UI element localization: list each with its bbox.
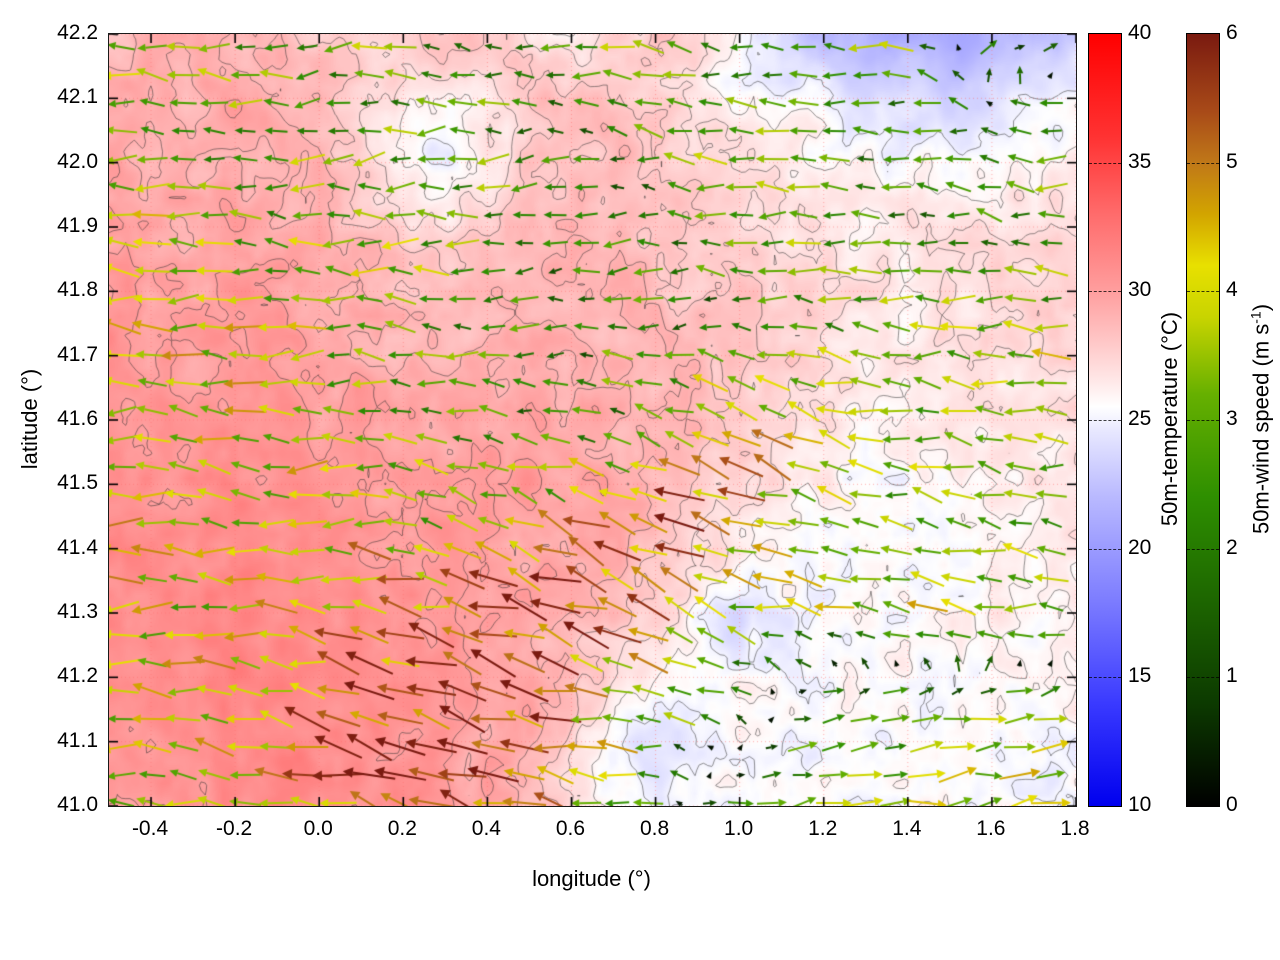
wind-colorbar-tick-label: 4	[1226, 278, 1238, 302]
map-canvas	[109, 34, 1076, 806]
wind-colorbar-tick-label: 5	[1226, 149, 1238, 173]
colorbar-tick-line	[1187, 162, 1219, 164]
colorbar-tick-line	[1089, 420, 1121, 421]
y-tick-label: 41.1	[57, 728, 98, 752]
colorbar-tick-line	[1187, 420, 1219, 421]
wind-colorbar-title-suffix: )	[1248, 303, 1274, 312]
x-tick-label: -0.4	[131, 817, 169, 840]
y-tick-label: 42.0	[57, 149, 98, 173]
y-tick-label: 41.9	[57, 214, 98, 237]
x-tick-label: 0.8	[639, 817, 670, 840]
plot-area	[108, 33, 1077, 807]
temperature-colorbar-tick-label: 30	[1128, 278, 1152, 302]
y-tick-label: 41.2	[57, 664, 98, 688]
colorbar-tick-line	[1089, 162, 1121, 164]
wind-colorbar	[1186, 33, 1220, 807]
colorbar-tick-line	[1089, 548, 1121, 550]
y-tick-label: 41.4	[57, 535, 98, 559]
temperature-colorbar-tick-label: 25	[1128, 407, 1152, 430]
y-tick-label: 42.1	[57, 85, 98, 109]
x-tick-label: 1.2	[808, 817, 838, 840]
wind-colorbar-tick-label: 6	[1226, 21, 1238, 44]
x-axis-title: longitude (°)	[532, 866, 651, 891]
x-tick-label: 1.6	[976, 817, 1006, 840]
temperature-colorbar-tick-label: 20	[1128, 535, 1152, 559]
colorbar-tick-line	[1187, 291, 1219, 293]
y-tick-label: 41.0	[57, 793, 98, 816]
y-tick-label: 41.8	[57, 278, 98, 302]
temperature-colorbar-tick-label: 40	[1128, 21, 1152, 44]
x-tick-label: 0.2	[387, 817, 417, 840]
wind-colorbar-tick-label: 2	[1226, 535, 1238, 559]
x-tick-label: 0.4	[471, 817, 501, 840]
y-tick-label: 41.7	[57, 342, 98, 366]
x-tick-label: 0.0	[303, 817, 333, 840]
wind-colorbar-tick-label: 3	[1226, 407, 1238, 430]
temperature-colorbar-tick-label: 35	[1128, 149, 1152, 173]
x-tick-label: 1.0	[724, 817, 754, 840]
x-tick-label: 0.6	[555, 817, 586, 840]
x-tick-label: -0.2	[216, 817, 253, 840]
wind-colorbar-title-sup: -1	[1247, 311, 1264, 324]
y-tick-label: 41.3	[57, 600, 98, 623]
colorbar-tick-line	[1187, 677, 1219, 679]
y-tick-label: 41.5	[57, 471, 98, 495]
colorbar-tick-line	[1089, 291, 1121, 293]
y-tick-label: 41.6	[57, 407, 98, 430]
colorbar-tick-line	[1187, 548, 1219, 550]
wind-colorbar-tick-label: 0	[1226, 793, 1238, 816]
temperature-colorbar-tick-label: 15	[1128, 664, 1152, 688]
temperature-colorbar	[1088, 33, 1122, 807]
x-tick-label: 1.4	[892, 817, 922, 840]
x-tick-label: 1.8	[1060, 817, 1090, 840]
y-tick-label: 42.2	[57, 21, 98, 44]
wind-colorbar-tick-label: 1	[1226, 664, 1238, 688]
temperature-colorbar-tick-label: 10	[1128, 793, 1152, 816]
colorbar-tick-line	[1089, 677, 1121, 679]
